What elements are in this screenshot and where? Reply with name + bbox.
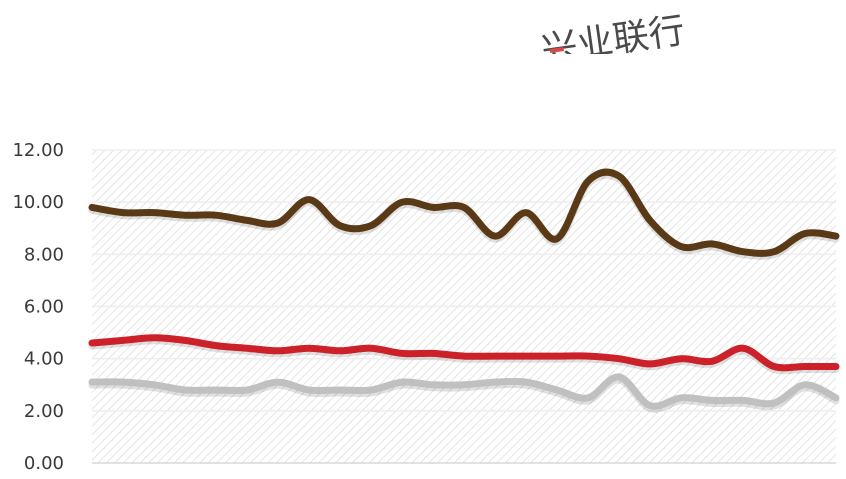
series-line-2 xyxy=(88,334,840,372)
watermark-accent-mark xyxy=(549,47,565,53)
series-line-3 xyxy=(88,373,840,410)
y-tick-label: 8.00 xyxy=(24,244,64,265)
y-tick-label: 0.00 xyxy=(24,453,64,474)
y-tick-label: 12.00 xyxy=(12,140,64,161)
series-line-1 xyxy=(88,168,840,257)
y-axis: 0.00 2.00 4.00 6.00 8.00 10.00 12.00 xyxy=(12,140,64,474)
y-tick-label: 2.00 xyxy=(24,401,64,422)
y-tick-label: 10.00 xyxy=(12,192,64,213)
y-tick-label: 4.00 xyxy=(24,349,64,370)
watermark-mask xyxy=(0,54,846,134)
series-layer xyxy=(88,168,840,413)
y-tick-label: 6.00 xyxy=(24,297,64,318)
